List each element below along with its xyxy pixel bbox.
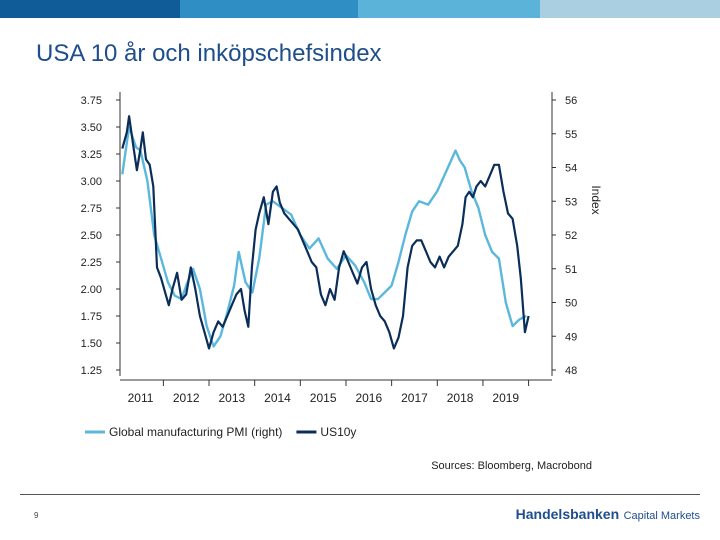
series-line-global-manufacturing-pmi-right- xyxy=(121,125,527,348)
header-bar-segment xyxy=(358,0,540,18)
left-tick-label: 3.50 xyxy=(81,122,102,134)
brand-sub: Capital Markets xyxy=(623,510,700,522)
right-tick-label: 55 xyxy=(565,129,577,141)
header-bar-segment xyxy=(0,0,180,18)
left-tick-label: 1.50 xyxy=(81,338,102,350)
brand-logo: Handelsbanken Capital Markets xyxy=(516,506,700,524)
x-tick-label: 2018 xyxy=(447,391,474,405)
series-line-us10y xyxy=(121,115,530,350)
x-tick-label: 2011 xyxy=(128,391,154,405)
chart: 3.75 3.50 3.25 3.00 2.75 2.50 2.25 2.00 1.75 1.50… xyxy=(81,92,603,472)
x-tick-label: 2013 xyxy=(218,391,245,405)
left-tick-label: 3.25 xyxy=(81,149,102,161)
x-tick-label: 2017 xyxy=(401,391,428,405)
legend-label: US10y xyxy=(320,425,356,439)
x-tick-label: 2012 xyxy=(173,391,200,405)
left-tick-label: 1.75 xyxy=(81,311,102,323)
x-tick-label: 2016 xyxy=(355,391,382,405)
page-number: 9 xyxy=(34,511,39,520)
right-tick-label: 50 xyxy=(565,298,577,310)
x-tick-label: 2019 xyxy=(492,391,519,405)
x-tick-label: 2014 xyxy=(264,391,291,405)
chart-source: Sources: Bloomberg, Macrobond xyxy=(431,460,592,472)
right-tick-label: 48 xyxy=(565,365,577,377)
left-tick-label: 3.00 xyxy=(81,176,102,188)
header-bar-segment xyxy=(180,0,358,18)
legend-label: Global manufacturing PMI (right) xyxy=(109,425,282,439)
left-tick-label: 2.25 xyxy=(81,257,102,269)
left-tick-label: 3.75 xyxy=(81,95,102,107)
header-bar-segment xyxy=(540,0,720,18)
right-tick-label: 53 xyxy=(565,196,577,208)
right-axis-label: Index xyxy=(589,185,603,214)
page-title: USA 10 år och inköpschefsindex xyxy=(36,40,382,67)
right-tick-label: 54 xyxy=(565,163,577,175)
x-tick-label: 2015 xyxy=(310,391,337,405)
right-tick-label: 51 xyxy=(565,264,577,276)
brand-main: Handelsbanken xyxy=(515,506,620,522)
right-tick-label: 56 xyxy=(565,95,577,107)
left-tick-label: 2.75 xyxy=(81,203,102,215)
right-tick-label: 52 xyxy=(565,230,577,242)
right-tick-label: 49 xyxy=(565,331,577,343)
header-color-bar xyxy=(0,0,720,18)
left-tick-label: 2.00 xyxy=(81,284,102,296)
footer-divider xyxy=(20,494,700,495)
left-tick-label: 1.25 xyxy=(81,365,102,377)
left-tick-label: 2.50 xyxy=(81,230,102,242)
